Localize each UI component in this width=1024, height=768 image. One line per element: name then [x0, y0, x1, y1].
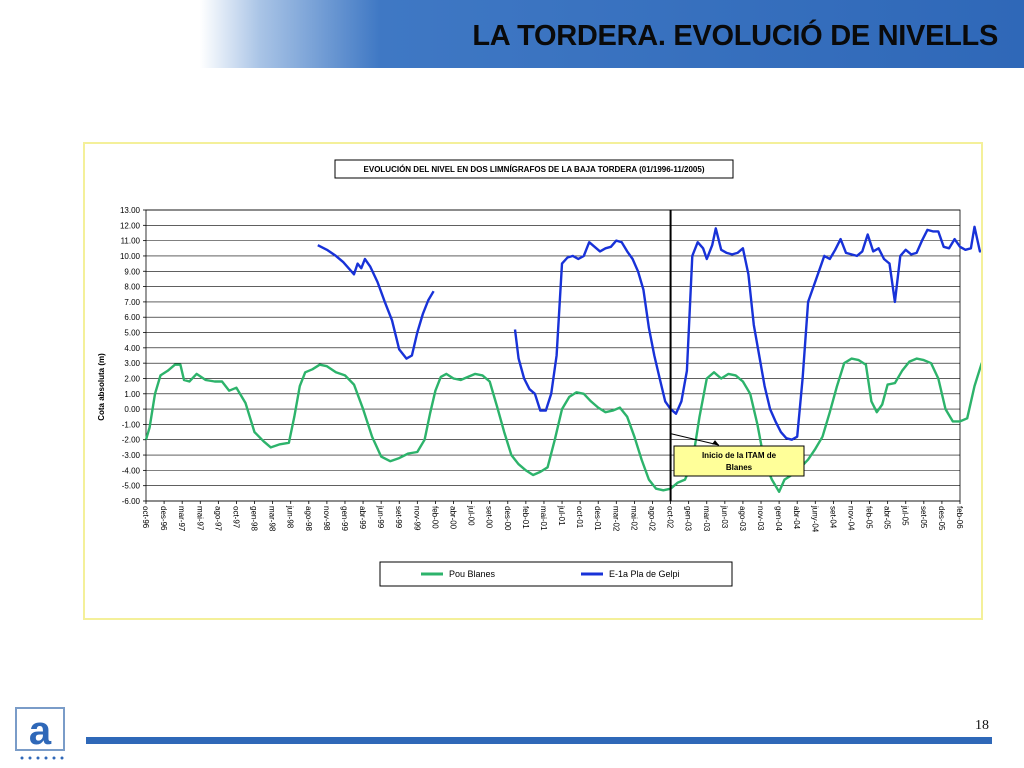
x-tick-label: jul-01 — [557, 505, 566, 526]
x-tick-label: set-04 — [828, 506, 837, 529]
y-tick-label: 13.00 — [120, 206, 141, 215]
y-tick-label: 11.00 — [121, 237, 141, 246]
y-axis-title: Cota absoluta (m) — [97, 353, 106, 421]
x-tick-label: mai-01 — [539, 506, 548, 531]
x-tick-label: oct-02 — [666, 506, 675, 529]
x-tick-label: abr-04 — [792, 506, 801, 530]
x-tick-label: jun-03 — [720, 505, 729, 529]
footer-bar — [86, 737, 992, 744]
x-tick-label: abr-05 — [883, 506, 892, 530]
x-tick-label: des-96 — [159, 506, 168, 531]
x-tick-label: gen-98 — [250, 506, 259, 531]
x-tick-label: feb-00 — [430, 506, 439, 529]
y-tick-label: 9.00 — [124, 267, 140, 276]
y-tick-label: 4.00 — [124, 344, 140, 353]
plot-area — [145, 209, 961, 502]
annotation-arrowhead — [712, 440, 719, 446]
x-tick-label: gen-04 — [774, 506, 783, 531]
x-tick-label: jul-05 — [901, 505, 910, 526]
annotation-arrow — [670, 433, 720, 446]
svg-text:a: a — [29, 709, 52, 753]
annotation-box — [673, 445, 805, 477]
x-tick-label: feb-06 — [955, 506, 964, 529]
y-tick-label: -3.00 — [122, 451, 141, 460]
x-tick-label: mar-97 — [177, 506, 186, 532]
x-tick-label: mai-02 — [629, 506, 638, 531]
x-tick-label: nov-04 — [846, 506, 855, 531]
x-tick-label: juny-04 — [810, 505, 819, 533]
y-tick-label: -2.00 — [122, 436, 141, 445]
x-tick-label: oct-01 — [575, 506, 584, 529]
annotation-text-line2: Blanes — [726, 463, 753, 472]
x-tick-label: des-05 — [937, 506, 946, 531]
y-tick-label: -5.00 — [122, 482, 141, 491]
legend-label-e1a-pla-de-gelpi: E-1a Pla de Gelpi — [609, 569, 680, 579]
x-tick-label: nov-98 — [322, 506, 331, 531]
x-tick-label: des-01 — [593, 506, 602, 531]
x-tick-label: des-00 — [503, 506, 512, 531]
annotation-text-line1: Inicio de la ITAM de — [702, 451, 777, 460]
x-tick-label: oct-97 — [231, 506, 240, 529]
x-tick-label: mai-97 — [195, 506, 204, 531]
y-tick-label: 12.00 — [120, 221, 141, 230]
x-tick-label: abr-00 — [449, 506, 458, 530]
chart: 13.00 12.00 11.00 10.00 9.00 8.00 7.00 6.00 5.00… — [97, 159, 981, 587]
x-tick-label: ago-03 — [738, 506, 747, 531]
series-line-e1a-pla-de-gelpi — [513, 225, 981, 441]
y-tick-label: 5.00 — [124, 329, 140, 338]
y-tick-label: -6.00 — [122, 497, 141, 506]
y-tick-label: 8.00 — [124, 283, 140, 292]
x-tick-label: mar-02 — [611, 506, 620, 532]
x-tick-label: ago-02 — [647, 506, 656, 531]
y-tick-label: -1.00 — [122, 420, 141, 429]
y-tick-label: 0.00 — [124, 405, 140, 414]
x-tick-label: mar-98 — [268, 506, 277, 532]
company-logo: a — [15, 707, 65, 760]
chart-frame: 13.00 12.00 11.00 10.00 9.00 8.00 7.00 6.00 5.00… — [83, 142, 983, 620]
x-tick-label: jun-98 — [286, 505, 295, 529]
x-tick-label: abr-99 — [358, 506, 367, 530]
page-number: 18 — [975, 718, 989, 733]
series-line-e1a-pla-de-gelpi — [317, 244, 435, 360]
legend-label-pou-blanes: Pou Blanes — [449, 569, 496, 579]
series-line-pou-blanes — [144, 357, 981, 493]
y-tick-label: 6.00 — [124, 313, 140, 322]
page-title: LA TORDERA. EVOLUCIÓ DE NIVELLS — [472, 20, 998, 52]
x-tick-label: mar-03 — [702, 506, 711, 532]
x-tick-label: feb-05 — [865, 506, 874, 529]
x-tick-label: nov-03 — [756, 506, 765, 531]
y-tick-label: 1.00 — [124, 390, 140, 399]
chart-annotation: Inicio de la ITAM de Blanes — [669, 210, 805, 501]
x-tick-label: gen-03 — [684, 506, 693, 531]
y-tick-label: -4.00 — [122, 466, 141, 475]
x-tick-label: oct-96 — [141, 506, 150, 529]
chart-axes: 13.00 12.00 11.00 10.00 9.00 8.00 7.00 6.00 5.00… — [120, 206, 964, 533]
chart-title: EVOLUCIÓN DEL NIVEL EN DOS LIMNÍGRAFOS D… — [364, 165, 705, 174]
x-tick-label: jul-00 — [467, 505, 476, 526]
y-tick-label: 10.00 — [120, 252, 141, 261]
y-tick-label: 3.00 — [124, 359, 140, 368]
y-tick-label: 7.00 — [124, 298, 140, 307]
x-tick-label: feb-01 — [521, 506, 530, 529]
x-tick-label: jun-99 — [376, 505, 385, 529]
header-banner — [0, 0, 1024, 68]
chart-title-box — [334, 159, 734, 179]
x-tick-label: ago-98 — [304, 506, 313, 531]
x-tick-label: set-99 — [394, 506, 403, 529]
x-tick-label: gen-99 — [340, 506, 349, 531]
x-tick-label: set-00 — [485, 506, 494, 529]
x-tick-label: ago-97 — [213, 506, 222, 531]
y-tick-label: 2.00 — [124, 374, 140, 383]
chart-series — [144, 225, 981, 493]
chart-grid — [146, 209, 960, 502]
x-tick-label: set-05 — [919, 506, 928, 529]
x-tick-label: nov-99 — [412, 506, 421, 531]
